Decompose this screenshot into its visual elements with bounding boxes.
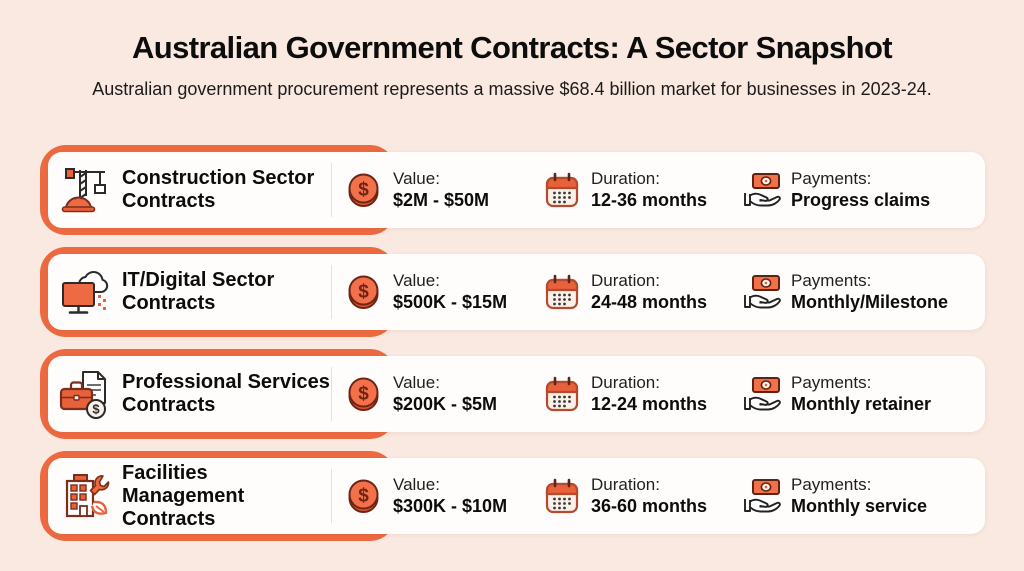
value-amount: $500K - $15M [393, 292, 508, 312]
divider [331, 163, 332, 217]
payments-label: Payments: [791, 373, 872, 392]
building-wrench-leaf-icon [65, 473, 110, 518]
payments-label: Payments: [791, 169, 872, 188]
duration-value: 12-36 months [591, 190, 708, 210]
briefcase-document-icon [59, 370, 107, 420]
calendar-icon [545, 172, 579, 208]
sector-title: IT/Digital Sector Contracts [122, 269, 275, 314]
sector-card-facilities-management: Facilities Management Contracts Value: $… [40, 451, 985, 541]
payments-label: Payments: [791, 271, 872, 290]
duration-label: Duration: [591, 169, 660, 188]
calendar-icon [545, 274, 579, 310]
value-label: Value: [393, 169, 440, 188]
sector-card-it-digital: IT/Digital Sector Contracts Value: $500K… [40, 247, 985, 337]
sector-card-construction: Construction Sector Contracts Value: $2M… [40, 145, 985, 235]
payments-value: Monthly/Milestone [791, 292, 948, 312]
value-amount: $300K - $10M [393, 496, 508, 516]
dollar-coin-icon [348, 479, 379, 513]
value-amount: $2M - $50M [393, 190, 490, 210]
sector-list: Construction Sector Contracts Value: $2M… [40, 145, 985, 553]
cash-in-hand-icon [744, 377, 781, 411]
payments-label: Payments: [791, 475, 872, 494]
cash-in-hand-icon [744, 173, 781, 207]
duration-label: Duration: [591, 373, 660, 392]
header: Australian Government Contracts: A Secto… [0, 0, 1024, 100]
page-title: Australian Government Contracts: A Secto… [131, 30, 893, 65]
sector-card-professional-services: Professional Services Contracts Value: $… [40, 349, 985, 439]
sector-title: Professional Services Contracts [122, 371, 330, 416]
divider [331, 367, 332, 421]
construction-crane-hardhat-icon [61, 168, 106, 213]
value-label: Value: [393, 271, 440, 290]
duration-label: Duration: [591, 271, 660, 290]
duration-label: Duration: [591, 475, 660, 494]
sector-title: Construction Sector Contracts [122, 167, 315, 212]
duration-value: 24-48 months [591, 292, 708, 312]
computer-cloud-icon [61, 270, 109, 314]
payments-value: Progress claims [791, 190, 931, 210]
duration-value: 12-24 months [591, 394, 708, 414]
cash-in-hand-icon [744, 479, 781, 513]
dollar-coin-icon [348, 173, 379, 207]
divider [331, 265, 332, 319]
value-label: Value: [393, 475, 440, 494]
dollar-coin-icon [348, 275, 379, 309]
cash-in-hand-icon [744, 275, 781, 309]
value-amount: $200K - $5M [393, 394, 498, 414]
dollar-coin-icon [348, 377, 379, 411]
divider [331, 469, 332, 523]
page-subtitle: Australian government procurement repres… [92, 79, 932, 99]
calendar-icon [545, 478, 579, 514]
payments-value: Monthly retainer [791, 394, 932, 414]
payments-value: Monthly service [791, 496, 928, 516]
calendar-icon [545, 376, 579, 412]
duration-value: 36-60 months [591, 496, 708, 516]
value-label: Value: [393, 373, 440, 392]
sector-title: Facilities Management Contracts [122, 461, 245, 530]
